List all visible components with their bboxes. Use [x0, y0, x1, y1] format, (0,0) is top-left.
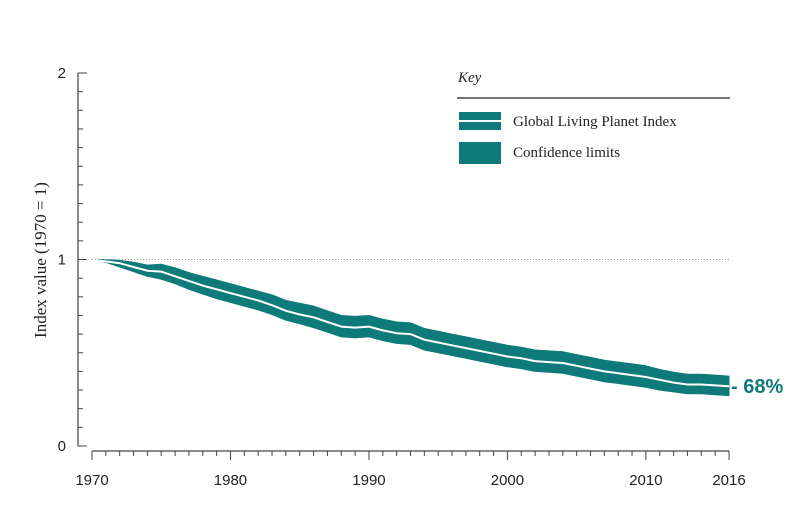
x-tick-label: 2016	[712, 472, 745, 489]
decline-annotation: - 68%	[731, 376, 783, 398]
legend-swatch-confidence	[459, 142, 501, 164]
x-tick-label: 1970	[75, 472, 108, 489]
x-tick-label: 1980	[214, 472, 247, 489]
legend: Key Global Living Planet Index Confidenc…	[457, 70, 730, 164]
index-line	[91, 258, 730, 388]
legend-label-confidence: Confidence limits	[513, 145, 620, 161]
legend-label-index: Global Living Planet Index	[513, 114, 677, 130]
x-tick-label: 2010	[629, 472, 662, 489]
x-tick-label: 2000	[491, 472, 524, 489]
y-tick-label: 0	[58, 438, 66, 455]
legend-title: Key	[457, 70, 482, 86]
y-axis-label: Index value (1970 = 1)	[31, 182, 50, 338]
index-line-layer	[91, 258, 730, 388]
y-tick-label: 2	[58, 65, 66, 82]
y-tick-label: 1	[58, 252, 66, 269]
x-tick-label: 1990	[352, 472, 385, 489]
axes: 1970 1980 1990 2000 2010 2016 2 1 0	[58, 65, 746, 489]
